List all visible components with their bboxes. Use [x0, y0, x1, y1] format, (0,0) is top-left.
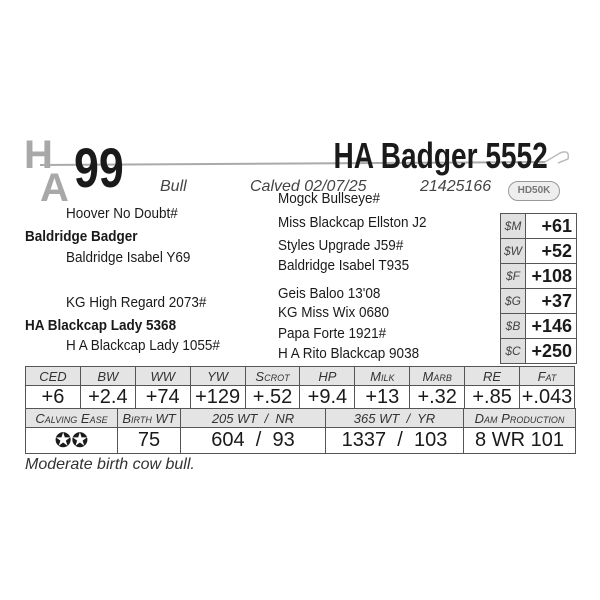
epd-value: +2.4: [79, 385, 136, 410]
performance-value: 75: [117, 427, 181, 454]
epd-label: Milk: [354, 366, 411, 386]
index-row: $W +52: [500, 238, 577, 264]
epd-value: +129: [189, 385, 246, 410]
epd-label: Fat: [519, 366, 575, 386]
index-row: $F +108: [500, 263, 577, 289]
performance-label: 205 WT / NR: [180, 408, 326, 428]
epd-value: +.043: [519, 385, 575, 410]
index-value: +250: [525, 338, 577, 364]
performance-label: 365 WT / YR: [325, 408, 464, 428]
epd-value: +9.4: [299, 385, 356, 410]
dam-sire: KG High Regard 2073#: [66, 294, 207, 311]
epd-value-row: +6 +2.4 +74 +129 +.52 +9.4 +13 +.32 +.85 +.043: [25, 385, 575, 410]
index-label: $C: [500, 338, 526, 364]
dam: HA Blackcap Lady 5368: [25, 317, 177, 334]
index-label: $W: [500, 238, 526, 264]
performance-value: 604 / 93: [180, 427, 326, 454]
index-value: +52: [525, 238, 577, 264]
sire-sire: Hoover No Doubt#: [66, 205, 178, 222]
sire-dam-dam: Baldridge Isabel T935: [278, 257, 410, 274]
epd-label: BW: [79, 366, 136, 386]
index-label: $G: [500, 288, 526, 314]
sire-sire-dam: Miss Blackcap Ellston J2: [278, 214, 427, 231]
index-row: $G +37: [500, 288, 577, 314]
logo-h: H: [24, 133, 53, 177]
epd-label: YW: [189, 366, 246, 386]
registration-number: 21425166: [420, 178, 492, 195]
performance-value: 1337 / 103: [325, 427, 464, 454]
index-value: +37: [525, 288, 577, 314]
performance-label: Calving Ease: [25, 408, 118, 428]
dam-dam-dam: H A Rito Blackcap 9038: [278, 345, 420, 362]
epd-value: +.85: [464, 385, 521, 410]
sire-dam-sire: Styles Upgrade J59#: [278, 237, 404, 254]
sex: Bull: [160, 178, 187, 195]
index-label: $F: [500, 263, 526, 289]
index-label: $B: [500, 313, 526, 339]
logo-a: A: [40, 166, 69, 210]
epd-label: Marb: [409, 366, 466, 386]
dam-dam: H A Blackcap Lady 1055#: [66, 337, 220, 354]
sire-sire-sire: Mogck Bullseye#: [278, 190, 381, 207]
dam-sire-sire: Geis Baloo 13'08: [278, 285, 381, 302]
sire-dam: Baldridge Isabel Y69: [66, 249, 191, 266]
index-value: +108: [525, 263, 577, 289]
epd-label: HP: [299, 366, 356, 386]
animal-name: HA Badger 5552: [333, 135, 548, 176]
epd-value: +6: [25, 385, 81, 410]
calved-date: Calved 02/07/25: [250, 178, 367, 195]
epd-label: CED: [25, 366, 81, 386]
index-row: $M +61: [500, 213, 577, 239]
epd-value: +74: [134, 385, 191, 410]
performance-label: Dam Production: [463, 408, 576, 428]
performance-label: Birth WT: [117, 408, 181, 428]
dam-sire-dam: KG Miss Wix 0680: [278, 304, 390, 321]
epd-value: +13: [354, 385, 411, 410]
performance-value-row: ✪✪ 75 604 / 93 1337 / 103 8 WR 101: [25, 427, 576, 454]
index-label: $M: [500, 213, 526, 239]
comment: Moderate birth cow bull.: [25, 456, 195, 473]
epd-label: Scrot: [244, 366, 301, 386]
lot-number: 99: [74, 136, 124, 199]
epd-value: +.32: [409, 385, 466, 410]
sire: Baldridge Badger: [25, 228, 138, 245]
epd-label: WW: [134, 366, 191, 386]
index-table: $M +61 $W +52 $F +108 $G +37 $B +146 $C +250: [500, 213, 577, 364]
index-value: +61: [525, 213, 577, 239]
index-value: +146: [525, 313, 577, 339]
index-row: $B +146: [500, 313, 577, 339]
index-row: $C +250: [500, 338, 577, 364]
dam-dam-sire: Papa Forte 1921#: [278, 325, 387, 342]
performance-table: Calving Ease Birth WT 205 WT / NR 365 WT / …: [25, 408, 576, 454]
epd-header-row: CED BW WW YW Scrot HP Milk Marb RE Fat: [25, 366, 575, 386]
calving-ease-stars: ✪✪: [25, 427, 118, 454]
epd-label: RE: [464, 366, 521, 386]
epd-value: +.52: [244, 385, 301, 410]
epd-table: CED BW WW YW Scrot HP Milk Marb RE Fat +6 +2.4 +74 +…: [25, 366, 575, 410]
hd50k-badge: HD50K: [508, 181, 560, 201]
header-line: [40, 151, 570, 166]
performance-header-row: Calving Ease Birth WT 205 WT / NR 365 WT / …: [25, 408, 576, 428]
performance-value: 8 WR 101: [463, 427, 576, 454]
